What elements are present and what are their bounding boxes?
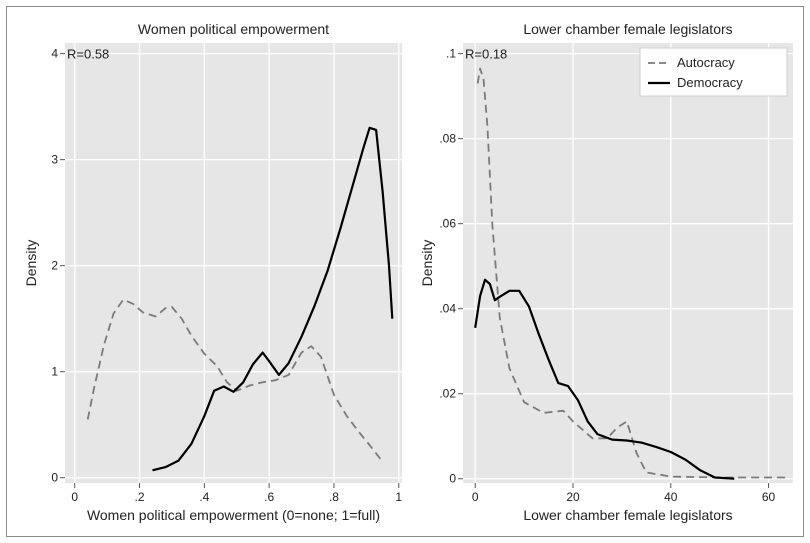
series-line-autocracy	[476, 67, 789, 479]
x-tick-label: .6	[264, 490, 274, 504]
y-tick-label: .04	[439, 302, 456, 316]
annotation-r: R=0.18	[465, 47, 507, 62]
y-tick-label: 4	[51, 47, 58, 61]
x-tick-label: .2	[135, 490, 145, 504]
y-tick-label: 0	[51, 471, 58, 485]
legend: Autocracy Democracy	[639, 47, 788, 97]
y-tick-label: .1	[446, 47, 456, 61]
y-tick-label: .08	[439, 132, 456, 146]
y-tick-label: 0	[449, 472, 456, 486]
y-tick-label: 1	[51, 365, 58, 379]
legend-label-democracy: Democracy	[677, 75, 743, 90]
x-tick-label: 0	[71, 490, 78, 504]
series-line-autocracy	[86, 298, 384, 463]
plot-area	[463, 43, 793, 483]
x-axis-label: Women political empowerment (0=none; 1=f…	[87, 507, 380, 523]
x-tick-label: 40	[664, 490, 678, 504]
x-tick-label: .4	[199, 490, 209, 504]
x-tick-label: .8	[329, 490, 339, 504]
series-line-democracy	[474, 278, 735, 480]
figure-border	[6, 6, 804, 537]
chart-panel-2: 0 .02 .04 .06 .08 .1 0 20 40 60 Lower chamber fema…	[419, 21, 793, 523]
legend-label-autocracy: Autocracy	[677, 55, 735, 70]
y-tick-label: 2	[51, 259, 58, 273]
chart-panel-1: 0 1 2 3 4 0 .2 .4 .6 .8 1 Women political empowerme…	[23, 21, 402, 523]
x-tick-label: 20	[566, 490, 580, 504]
chart-title: Women political empowerment	[138, 21, 329, 37]
y-tick-label: .02	[439, 387, 456, 401]
x-axis-label: Lower chamber female legislators	[523, 507, 732, 523]
x-tick-label: 0	[472, 490, 479, 504]
x-tick-label: 60	[762, 490, 776, 504]
y-axis-label: Density	[419, 240, 435, 287]
series-line-democracy	[152, 126, 394, 472]
y-tick-label: 3	[51, 153, 58, 167]
y-tick-label: .06	[439, 217, 456, 231]
legend-box	[639, 47, 788, 97]
y-axis-label: Density	[23, 240, 39, 287]
annotation-r: R=0.58	[67, 47, 109, 62]
plot-area	[65, 43, 402, 483]
chart-title: Lower chamber female legislators	[523, 21, 732, 37]
x-tick-label: 1	[395, 490, 402, 504]
